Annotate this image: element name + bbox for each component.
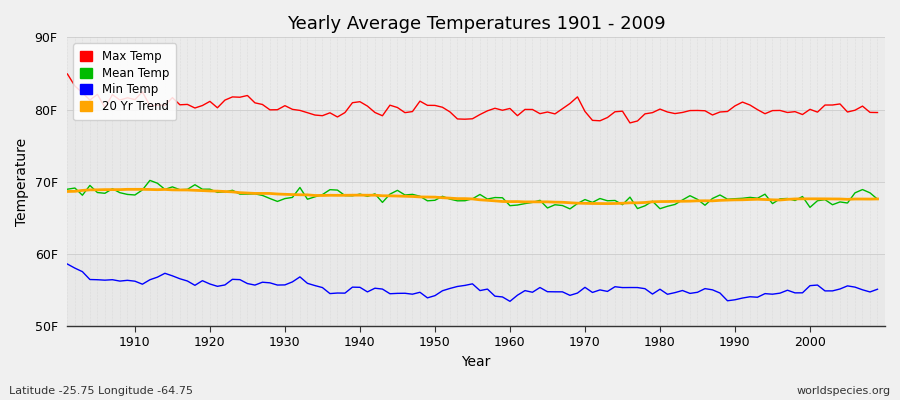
Bar — [68, 182, 885, 254]
Text: worldspecies.org: worldspecies.org — [796, 386, 891, 396]
Min Temp — [287, 280, 298, 284]
20 Yr Trend — [609, 201, 620, 206]
Mean Temp — [294, 185, 305, 190]
Mean Temp — [872, 197, 883, 202]
Line: Max Temp: Max Temp — [68, 74, 878, 123]
Line: 20 Yr Trend: 20 Yr Trend — [68, 189, 878, 204]
Max Temp — [62, 72, 73, 76]
Mean Temp — [62, 187, 73, 192]
20 Yr Trend — [137, 187, 148, 192]
Min Temp — [332, 291, 343, 296]
Y-axis label: Temperature: Temperature — [15, 138, 29, 226]
Min Temp — [512, 293, 523, 298]
X-axis label: Year: Year — [462, 355, 490, 369]
Legend: Max Temp, Mean Temp, Min Temp, 20 Yr Trend: Max Temp, Mean Temp, Min Temp, 20 Yr Tre… — [73, 43, 176, 120]
Bar — [68, 37, 885, 110]
Bar — [68, 254, 885, 326]
20 Yr Trend — [122, 187, 133, 192]
20 Yr Trend — [512, 199, 523, 204]
Min Temp — [122, 278, 133, 283]
Max Temp — [625, 120, 635, 125]
Max Temp — [497, 108, 508, 113]
Mean Temp — [145, 178, 156, 183]
Max Temp — [505, 106, 516, 111]
Text: Latitude -25.75 Longitude -64.75: Latitude -25.75 Longitude -64.75 — [9, 386, 193, 396]
Mean Temp — [122, 192, 133, 197]
Max Temp — [332, 114, 343, 119]
Max Temp — [595, 118, 606, 123]
20 Yr Trend — [294, 192, 305, 197]
20 Yr Trend — [339, 193, 350, 198]
Max Temp — [287, 107, 298, 112]
Bar — [68, 110, 885, 182]
20 Yr Trend — [505, 199, 516, 204]
Min Temp — [62, 262, 73, 266]
Line: Min Temp: Min Temp — [68, 264, 878, 301]
Mean Temp — [339, 193, 350, 198]
20 Yr Trend — [62, 189, 73, 194]
Max Temp — [122, 96, 133, 100]
Max Temp — [872, 110, 883, 115]
Mean Temp — [505, 203, 516, 208]
Min Temp — [872, 287, 883, 292]
Min Temp — [505, 299, 516, 304]
20 Yr Trend — [872, 196, 883, 201]
Min Temp — [497, 294, 508, 299]
20 Yr Trend — [602, 201, 613, 206]
Mean Temp — [609, 198, 620, 203]
Title: Yearly Average Temperatures 1901 - 2009: Yearly Average Temperatures 1901 - 2009 — [287, 15, 665, 33]
Mean Temp — [564, 206, 575, 211]
Mean Temp — [512, 203, 523, 208]
Line: Mean Temp: Mean Temp — [68, 180, 878, 209]
Min Temp — [602, 289, 613, 294]
